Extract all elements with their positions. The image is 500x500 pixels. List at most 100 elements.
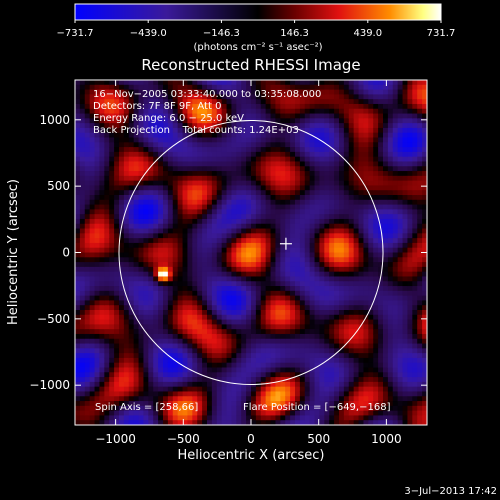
heatmap-cell — [280, 286, 286, 292]
heatmap-cell — [309, 362, 316, 369]
heatmap-cell — [368, 137, 374, 143]
heatmap-cell — [255, 190, 262, 196]
heatmap-cell — [158, 319, 164, 325]
heatmap-cell — [177, 238, 184, 244]
heatmap-cell — [368, 405, 374, 412]
heatmap-cell — [182, 80, 189, 86]
heatmap-cell — [368, 357, 374, 364]
heatmap-cell — [412, 94, 418, 100]
heatmap-cell — [363, 257, 369, 263]
heatmap-cell — [383, 324, 389, 330]
heatmap-cell — [177, 367, 184, 373]
heatmap-cell — [265, 310, 272, 316]
heatmap-cell — [334, 420, 340, 425]
heatmap-cell — [182, 180, 189, 187]
heatmap-cell — [202, 348, 208, 354]
heatmap-cell — [84, 242, 91, 249]
heatmap-cell — [343, 94, 350, 100]
heatmap-cell — [285, 281, 291, 287]
heatmap-cell — [133, 199, 140, 206]
heatmap-cell — [299, 108, 306, 115]
heatmap-cell — [378, 405, 384, 412]
heatmap-cell — [392, 185, 399, 191]
heatmap-cell — [123, 103, 130, 110]
heatmap-cell — [251, 410, 257, 417]
heatmap-cell — [231, 180, 237, 187]
heatmap-cell — [216, 161, 223, 167]
heatmap-cell — [309, 276, 316, 282]
heatmap-cell — [363, 180, 369, 187]
heatmap-cell — [89, 247, 96, 254]
heatmap-cell — [182, 166, 189, 172]
heatmap-cell — [123, 233, 130, 239]
heatmap-cell — [241, 357, 247, 364]
colorbar-unit-label: (photons cm⁻² s⁻¹ asec⁻²) — [193, 42, 322, 53]
heatmap-cell — [314, 132, 321, 139]
heatmap-cell — [255, 123, 262, 129]
heatmap-cell — [412, 113, 418, 119]
heatmap-cell — [285, 377, 291, 383]
heatmap-cell — [182, 333, 189, 340]
heatmap-cell — [358, 214, 365, 220]
heatmap-cell — [207, 175, 213, 182]
heatmap-cell — [319, 89, 325, 95]
heatmap-cell — [368, 156, 374, 163]
heatmap-cell — [324, 108, 330, 115]
heatmap-cell — [167, 199, 174, 206]
heatmap-cell — [148, 338, 154, 345]
heatmap-cell — [119, 391, 125, 397]
heatmap-cell — [187, 161, 193, 167]
heatmap-cell — [99, 262, 105, 268]
heatmap-cell — [407, 238, 413, 244]
heatmap-cell — [339, 99, 345, 105]
heatmap-cell — [309, 420, 316, 425]
heatmap-cell — [290, 180, 296, 187]
heatmap-cell — [402, 113, 409, 119]
heatmap-cell — [368, 338, 374, 345]
heatmap-cell — [133, 257, 140, 263]
heatmap-cell — [251, 99, 257, 105]
heatmap-cell — [143, 276, 149, 282]
heatmap-cell — [383, 305, 389, 311]
heatmap-cell — [304, 314, 311, 321]
heatmap-cell — [153, 391, 159, 397]
heatmap-cell — [241, 295, 247, 302]
heatmap-cell — [202, 180, 208, 187]
heatmap-cell — [304, 276, 311, 282]
heatmap-cell — [236, 99, 242, 105]
heatmap-cell — [167, 113, 174, 119]
heatmap-cell — [89, 295, 96, 302]
heatmap-cell — [314, 257, 321, 263]
heatmap-cell — [231, 415, 237, 421]
heatmap-cell — [275, 252, 281, 258]
heatmap-cell — [192, 324, 198, 330]
heatmap-cell — [329, 171, 335, 177]
heatmap-cell — [339, 305, 345, 311]
heatmap-cell — [319, 156, 325, 163]
heatmap-cell — [285, 262, 291, 268]
heatmap-cell — [128, 262, 135, 268]
heatmap-cell — [148, 108, 154, 115]
heatmap-cell — [119, 84, 125, 91]
heatmap-cell — [89, 415, 96, 421]
heatmap-cell — [246, 247, 252, 254]
heatmap-cell — [114, 257, 120, 263]
heatmap-cell — [236, 113, 242, 119]
heatmap-cell — [314, 214, 321, 220]
heatmap-cell — [148, 262, 154, 268]
heatmap-cell — [143, 377, 149, 383]
heatmap-cell — [172, 338, 179, 345]
heatmap-cell — [314, 242, 321, 249]
heatmap-cell — [397, 151, 404, 158]
heatmap-cell — [314, 300, 321, 306]
heatmap-cell — [304, 218, 311, 225]
heatmap-cell — [299, 214, 306, 220]
heatmap-cell — [353, 338, 360, 345]
heatmap-cell — [265, 314, 272, 321]
heatmap-cell — [207, 166, 213, 172]
heatmap-cell — [241, 80, 247, 86]
heatmap-cell — [104, 377, 110, 383]
heatmap-cell — [265, 156, 272, 163]
heatmap-cell — [216, 108, 223, 115]
heatmap-cell — [402, 295, 409, 302]
